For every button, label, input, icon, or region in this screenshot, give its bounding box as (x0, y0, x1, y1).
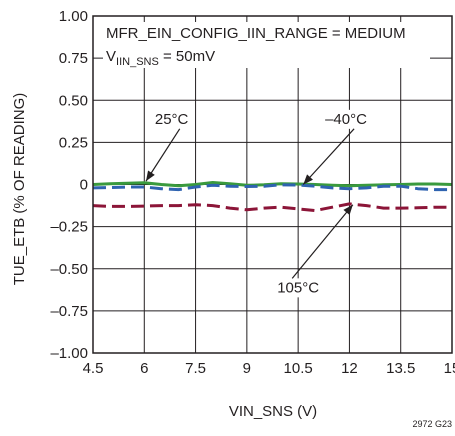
x-tick-label: 12 (341, 360, 358, 377)
series-label-arrow (145, 128, 181, 182)
series-labels: 25°C –40°C 105°C (145, 109, 370, 298)
plot-frame (92, 15, 453, 354)
condition-line-2-main: V (106, 48, 116, 65)
y-tick-label: –0.25 (50, 219, 88, 236)
series-label-bg (323, 109, 370, 129)
series-label: 25°C (155, 111, 189, 128)
series-label-arrowhead (343, 204, 353, 215)
x-tick-label: 7.5 (185, 360, 206, 377)
series-lines (92, 181, 453, 213)
y-tick-label: 1.00 (59, 8, 88, 25)
x-tick-label: 4.5 (83, 360, 104, 377)
y-tick-label: 0.25 (59, 134, 88, 151)
x-tick-label: 6 (140, 360, 148, 377)
y-tick-label: –0.75 (50, 303, 88, 320)
series-label-arrowhead (303, 174, 313, 185)
x-tick-label: 15 (444, 360, 455, 377)
x-axis-label: VIN_SNS (V) (229, 403, 317, 420)
series-label-bg (275, 278, 322, 298)
series-label: –40°C (325, 111, 367, 128)
series-label-arrow (302, 128, 355, 185)
series-label-arrowhead (145, 170, 155, 182)
series-label-bg (152, 109, 191, 129)
y-tick-label: 0.50 (59, 92, 88, 109)
series-label: 105°C (277, 279, 319, 296)
series-line (92, 202, 452, 213)
condition-line-2-rest: = 50mV (159, 48, 215, 65)
x-tick-label: 13.5 (386, 360, 415, 377)
figure-id: 2972 G23 (412, 419, 452, 429)
y-tick-label: 0 (80, 177, 88, 194)
y-tick-label: –0.50 (50, 261, 88, 278)
condition-line-2-sub: IIN_SNS (116, 56, 159, 68)
tick-labels: 4.5 6 7.5 9 10.5 12 13.5 15 1.00 0.75 0.50 0.25 0 –0.… (50, 8, 455, 377)
x-tick-label: 9 (243, 360, 251, 377)
condition-line-1: MFR_EIN_CONFIG_IIN_RANGE = MEDIUM (106, 25, 406, 42)
condition-line-2: VIIN_SNS = 50mV (106, 48, 215, 68)
x-tick-label: 10.5 (284, 360, 313, 377)
series-label-arrow (291, 204, 354, 279)
y-tick-label: 0.75 (59, 50, 88, 67)
y-tick-label: –1.00 (50, 345, 88, 362)
y-axis-label: TUE_ETB (% OF READING) (11, 93, 28, 286)
series-line (92, 183, 452, 192)
annotation-box (103, 22, 430, 68)
